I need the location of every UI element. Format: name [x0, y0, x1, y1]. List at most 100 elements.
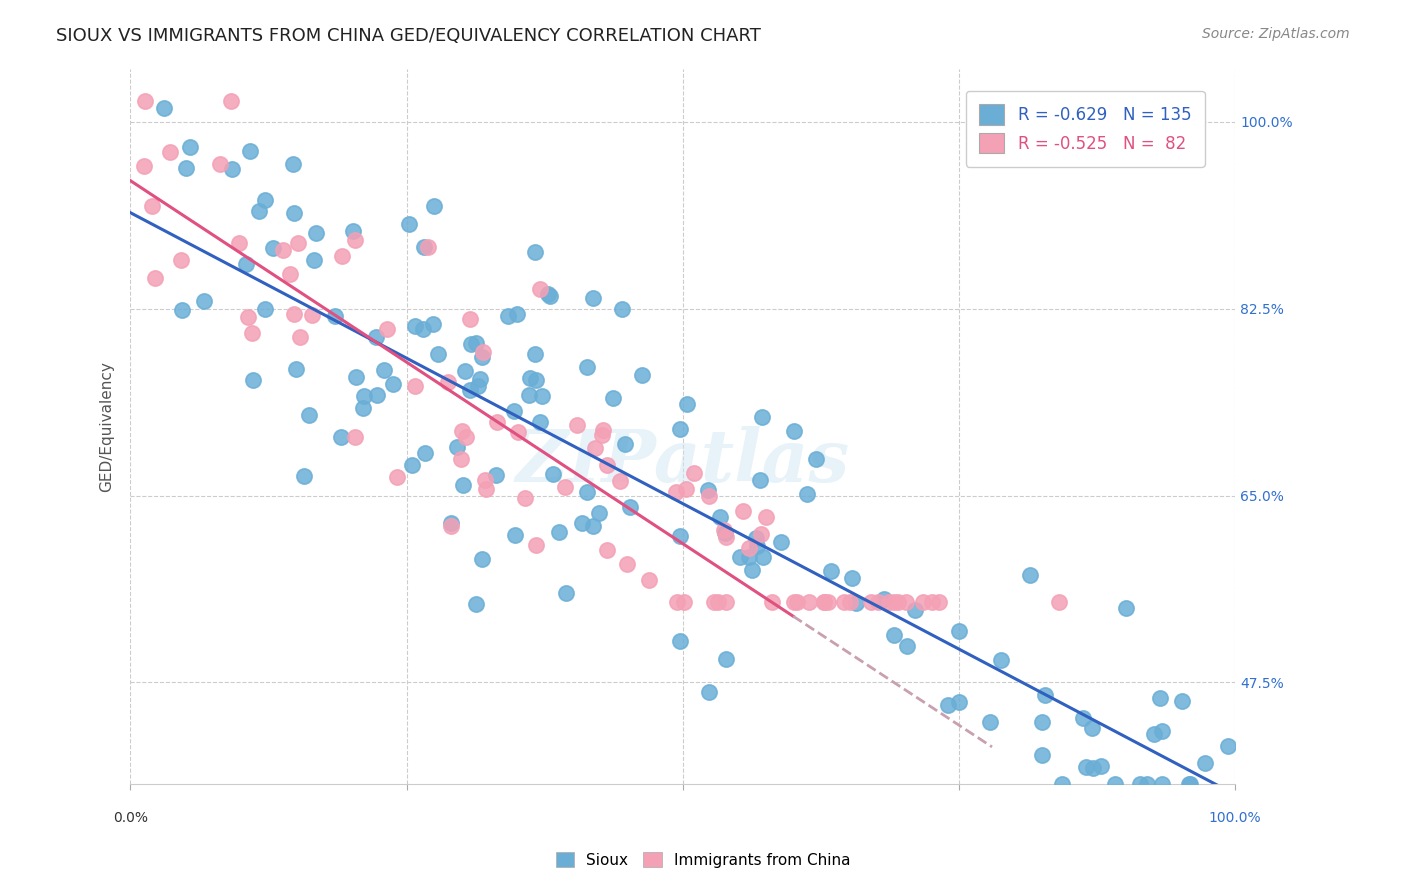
- Point: [1090, 759, 1112, 773]
- Point: [745, 532, 768, 546]
- Point: [731, 503, 754, 517]
- Point: [554, 586, 576, 600]
- Point: [398, 217, 420, 231]
- Point: [616, 558, 638, 572]
- Point: [323, 310, 346, 324]
- Point: [235, 257, 257, 271]
- Point: [519, 387, 541, 401]
- Point: [709, 510, 731, 524]
- Point: [673, 595, 696, 609]
- Point: [1050, 777, 1073, 791]
- Point: [596, 543, 619, 558]
- Point: [247, 204, 270, 219]
- Point: [845, 596, 868, 610]
- Point: [284, 362, 307, 376]
- Text: Source: ZipAtlas.com: Source: ZipAtlas.com: [1202, 27, 1350, 41]
- Point: [170, 253, 193, 268]
- Point: [928, 595, 950, 609]
- Point: [132, 159, 155, 173]
- Point: [887, 595, 910, 609]
- Point: [454, 364, 477, 378]
- Point: [859, 595, 882, 609]
- Point: [208, 157, 231, 171]
- Point: [287, 235, 309, 250]
- Point: [412, 240, 434, 254]
- Point: [454, 430, 477, 444]
- Point: [751, 410, 773, 425]
- Point: [450, 451, 472, 466]
- Point: [422, 198, 444, 212]
- Point: [1143, 727, 1166, 741]
- Point: [228, 235, 250, 250]
- Y-axis label: GED/Equivalency: GED/Equivalency: [100, 360, 114, 491]
- Point: [576, 360, 599, 375]
- Point: [675, 482, 697, 496]
- Point: [422, 318, 444, 332]
- Point: [912, 595, 935, 609]
- Point: [619, 500, 641, 514]
- Point: [529, 415, 551, 429]
- Point: [174, 161, 197, 175]
- Point: [1150, 723, 1173, 738]
- Point: [330, 430, 353, 444]
- Point: [1033, 688, 1056, 702]
- Point: [382, 376, 405, 391]
- Point: [1047, 595, 1070, 609]
- Point: [471, 551, 494, 566]
- Point: [582, 519, 605, 533]
- Point: [467, 379, 489, 393]
- Point: [153, 101, 176, 115]
- Point: [373, 363, 395, 377]
- Text: ZIPatlas: ZIPatlas: [516, 426, 849, 498]
- Point: [904, 602, 927, 616]
- Point: [366, 388, 388, 402]
- Point: [868, 595, 890, 609]
- Point: [896, 640, 918, 654]
- Point: [221, 161, 243, 176]
- Point: [283, 206, 305, 220]
- Point: [841, 572, 863, 586]
- Point: [401, 458, 423, 473]
- Point: [193, 293, 215, 308]
- Point: [343, 430, 366, 444]
- Point: [883, 595, 905, 609]
- Point: [714, 526, 737, 541]
- Point: [143, 271, 166, 285]
- Point: [427, 347, 450, 361]
- Point: [714, 530, 737, 544]
- Point: [1115, 600, 1137, 615]
- Point: [451, 478, 474, 492]
- Point: [385, 470, 408, 484]
- Legend: R = -0.629   N = 135, R = -0.525   N =  82: R = -0.629 N = 135, R = -0.525 N = 82: [966, 91, 1205, 167]
- Point: [437, 375, 460, 389]
- Point: [896, 595, 918, 609]
- Point: [786, 595, 808, 609]
- Point: [353, 389, 375, 403]
- Point: [440, 516, 463, 530]
- Point: [179, 140, 201, 154]
- Point: [1071, 711, 1094, 725]
- Point: [458, 383, 481, 397]
- Point: [820, 564, 842, 578]
- Point: [738, 541, 761, 556]
- Point: [877, 595, 900, 609]
- Point: [219, 94, 242, 108]
- Point: [281, 157, 304, 171]
- Point: [415, 446, 437, 460]
- Point: [1129, 777, 1152, 791]
- Point: [508, 425, 530, 440]
- Point: [1170, 694, 1192, 708]
- Point: [412, 322, 434, 336]
- Point: [440, 518, 463, 533]
- Point: [591, 428, 613, 442]
- Point: [592, 423, 614, 437]
- Point: [468, 372, 491, 386]
- Point: [697, 685, 720, 699]
- Point: [475, 482, 498, 496]
- Point: [471, 350, 494, 364]
- Point: [755, 510, 778, 524]
- Point: [1194, 756, 1216, 771]
- Point: [728, 550, 751, 565]
- Point: [582, 292, 605, 306]
- Point: [530, 389, 553, 403]
